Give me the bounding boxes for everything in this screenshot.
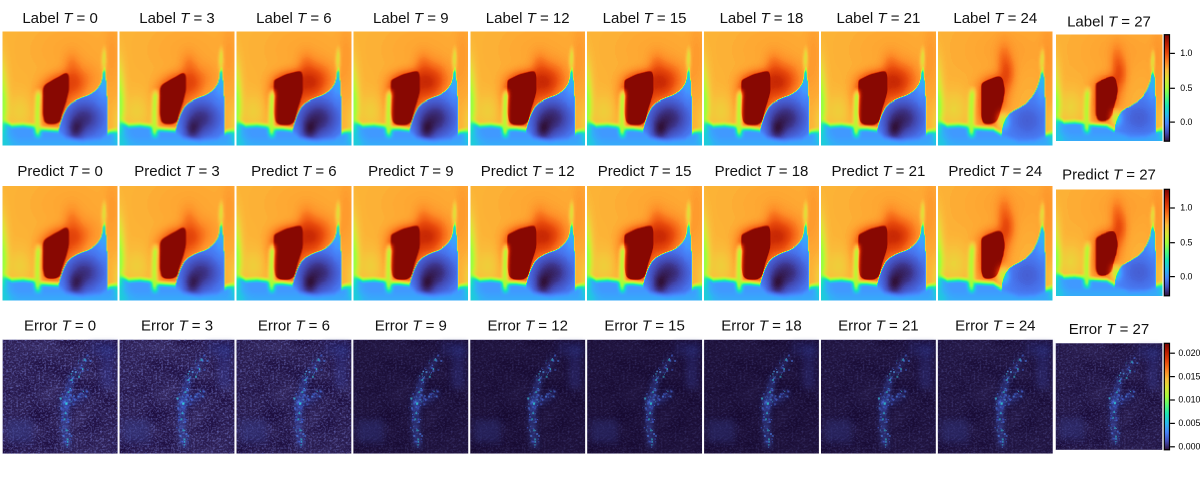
svg-text:Error T = 15: Error T = 15 (604, 318, 684, 335)
svg-text:Predict T = 18: Predict T = 18 (715, 163, 809, 180)
svg-text:Predict T = 9: Predict T = 9 (368, 163, 453, 180)
svg-text:Label T = 27: Label T = 27 (1067, 13, 1151, 30)
svg-text:0.020: 0.020 (1178, 348, 1200, 358)
svg-text:Error T = 18: Error T = 18 (721, 318, 801, 335)
svg-text:1.0: 1.0 (1180, 203, 1192, 213)
svg-text:Label T = 15: Label T = 15 (603, 10, 687, 27)
svg-text:0.5: 0.5 (1180, 83, 1192, 93)
svg-text:Predict T = 24: Predict T = 24 (948, 163, 1042, 180)
svg-text:1.0: 1.0 (1180, 48, 1192, 58)
svg-text:Error T = 6: Error T = 6 (258, 318, 330, 335)
svg-text:0.5: 0.5 (1180, 237, 1192, 247)
svg-text:0.005: 0.005 (1178, 418, 1200, 428)
svg-text:Error T = 27: Error T = 27 (1069, 321, 1149, 338)
svg-text:Error T = 9: Error T = 9 (375, 318, 447, 335)
svg-text:0.0: 0.0 (1180, 271, 1192, 281)
svg-text:Error T = 12: Error T = 12 (487, 318, 567, 335)
svg-text:0.010: 0.010 (1178, 395, 1200, 405)
svg-text:Label T = 18: Label T = 18 (720, 10, 804, 27)
svg-text:Error T = 0: Error T = 0 (24, 318, 96, 335)
svg-text:Label T = 21: Label T = 21 (836, 10, 920, 27)
svg-text:Predict T = 21: Predict T = 21 (831, 163, 925, 180)
svg-text:Label T = 6: Label T = 6 (256, 10, 331, 27)
svg-text:Error T = 3: Error T = 3 (141, 318, 213, 335)
svg-text:Predict T = 3: Predict T = 3 (134, 163, 219, 180)
svg-text:0.000: 0.000 (1178, 442, 1200, 452)
svg-text:0.015: 0.015 (1178, 371, 1200, 381)
svg-text:Predict T = 6: Predict T = 6 (251, 163, 336, 180)
svg-text:Predict T = 15: Predict T = 15 (598, 163, 692, 180)
svg-text:Predict T = 0: Predict T = 0 (17, 163, 102, 180)
svg-text:Label T = 12: Label T = 12 (486, 10, 570, 27)
svg-text:Label T = 9: Label T = 9 (373, 10, 448, 27)
svg-text:Label T = 0: Label T = 0 (22, 10, 97, 27)
svg-text:Predict T = 12: Predict T = 12 (481, 163, 575, 180)
svg-text:Predict T = 27: Predict T = 27 (1062, 167, 1156, 184)
svg-text:Error T = 24: Error T = 24 (955, 318, 1035, 335)
svg-text:0.0: 0.0 (1180, 117, 1192, 127)
svg-text:Label T = 24: Label T = 24 (953, 10, 1037, 27)
svg-text:Label T = 3: Label T = 3 (139, 10, 214, 27)
svg-text:Error T = 21: Error T = 21 (838, 318, 918, 335)
